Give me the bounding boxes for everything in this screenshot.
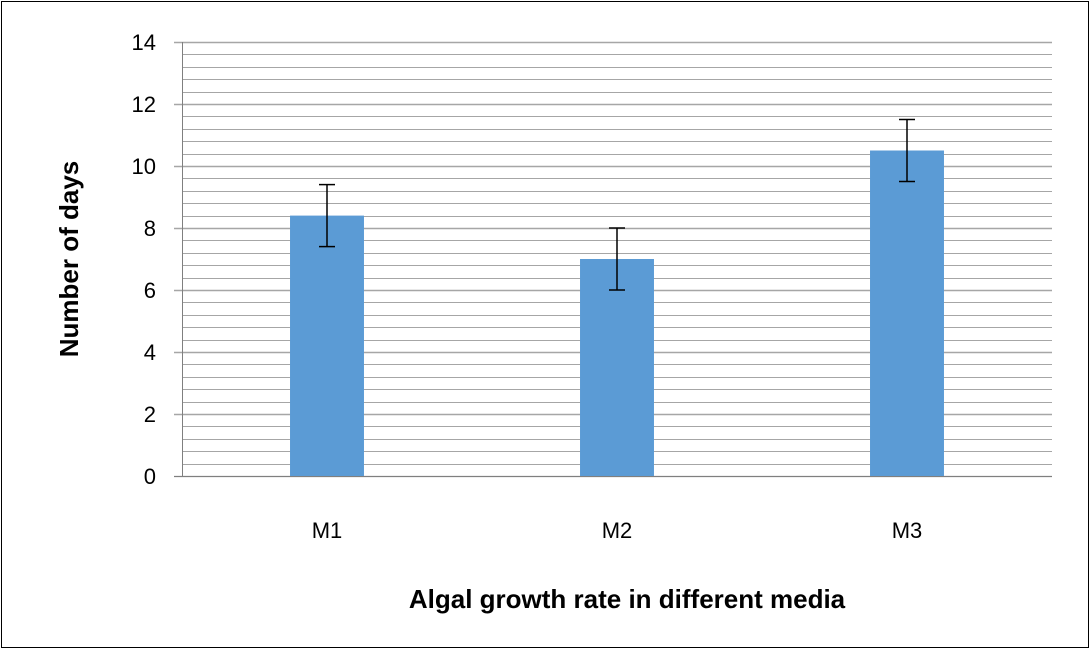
x-tick-label: M1 <box>312 518 343 543</box>
bars-group <box>290 150 944 476</box>
x-axis-title: Algal growth rate in different media <box>409 584 846 614</box>
y-tick-label: 12 <box>132 92 156 117</box>
bar-m3 <box>870 150 944 476</box>
y-tick-label: 2 <box>144 402 156 427</box>
x-tick-label: M3 <box>892 518 923 543</box>
y-tick-label: 0 <box>144 464 156 489</box>
x-tick-label: M2 <box>602 518 633 543</box>
error-bars-group <box>319 118 915 291</box>
y-tick-labels: 0 2 4 6 8 10 12 14 <box>132 30 156 489</box>
y-tick-label: 10 <box>132 154 156 179</box>
y-tick-label: 8 <box>144 216 156 241</box>
bar-m1 <box>290 215 364 476</box>
y-tick-label: 4 <box>144 340 156 365</box>
y-tick-label: 14 <box>132 30 156 55</box>
y-axis-title: Number of days <box>54 161 84 358</box>
bar-m2 <box>580 259 654 476</box>
x-tick-labels: M1 M2 M3 <box>312 518 923 543</box>
y-tick-label: 6 <box>144 278 156 303</box>
